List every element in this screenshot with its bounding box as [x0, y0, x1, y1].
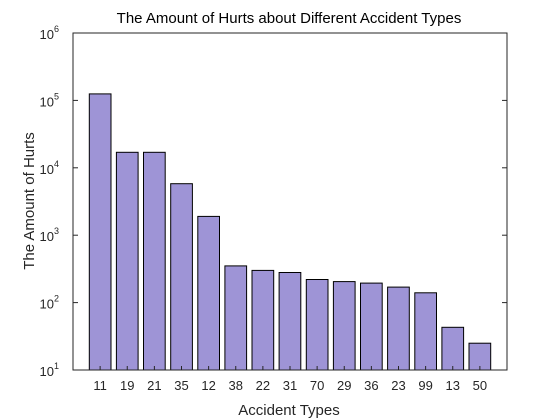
- bar-23: [387, 286, 410, 371]
- y-tick-label: 102: [40, 294, 59, 312]
- bar-11: [88, 93, 112, 371]
- bar-21: [143, 151, 166, 371]
- x-tick-label: 19: [120, 378, 134, 393]
- bar-50: [468, 342, 492, 371]
- x-tick-label: 22: [256, 378, 270, 393]
- bar-38: [224, 265, 248, 371]
- bar-31: [278, 272, 302, 371]
- x-tick-label: 36: [364, 378, 378, 393]
- x-tick-label: 35: [174, 378, 188, 393]
- x-tick-label: 13: [446, 378, 460, 393]
- x-tick-label: 11: [93, 378, 107, 393]
- bar-35: [170, 183, 193, 371]
- bar-22: [251, 269, 275, 371]
- x-tick-label: 99: [418, 378, 432, 393]
- y-tick-label: 103: [40, 226, 59, 244]
- x-tick-label: 31: [283, 378, 297, 393]
- x-axis: 11 19 21 35 12 38 22 31 70 29 36 23 99 13 50: [93, 366, 487, 393]
- y-tick-label: 104: [40, 159, 59, 177]
- bar-36: [360, 282, 383, 371]
- y-tick-label: 105: [40, 91, 59, 109]
- x-axis-label: Accident Types: [238, 402, 339, 419]
- bars-group: [88, 93, 492, 371]
- y-axis: 101 102 103 104 105 106: [40, 24, 507, 379]
- bar-12: [197, 215, 221, 371]
- x-tick-label: 50: [473, 378, 487, 393]
- bar-99: [414, 292, 437, 371]
- bar-70: [305, 279, 329, 371]
- x-tick-label: 12: [201, 378, 215, 393]
- x-tick-label: 38: [229, 378, 243, 393]
- bar-29: [332, 281, 356, 371]
- x-tick-label: 21: [147, 378, 161, 393]
- y-tick-label: 106: [40, 24, 59, 42]
- bar-13: [441, 326, 465, 371]
- chart-title: The Amount of Hurts about Different Acci…: [117, 10, 462, 27]
- x-tick-label: 70: [310, 378, 324, 393]
- y-axis-label: The Amount of Hurts: [21, 132, 38, 270]
- bar-19: [115, 151, 139, 371]
- y-tick-label: 101: [40, 361, 59, 379]
- x-tick-label: 29: [337, 378, 351, 393]
- x-tick-label: 23: [391, 378, 405, 393]
